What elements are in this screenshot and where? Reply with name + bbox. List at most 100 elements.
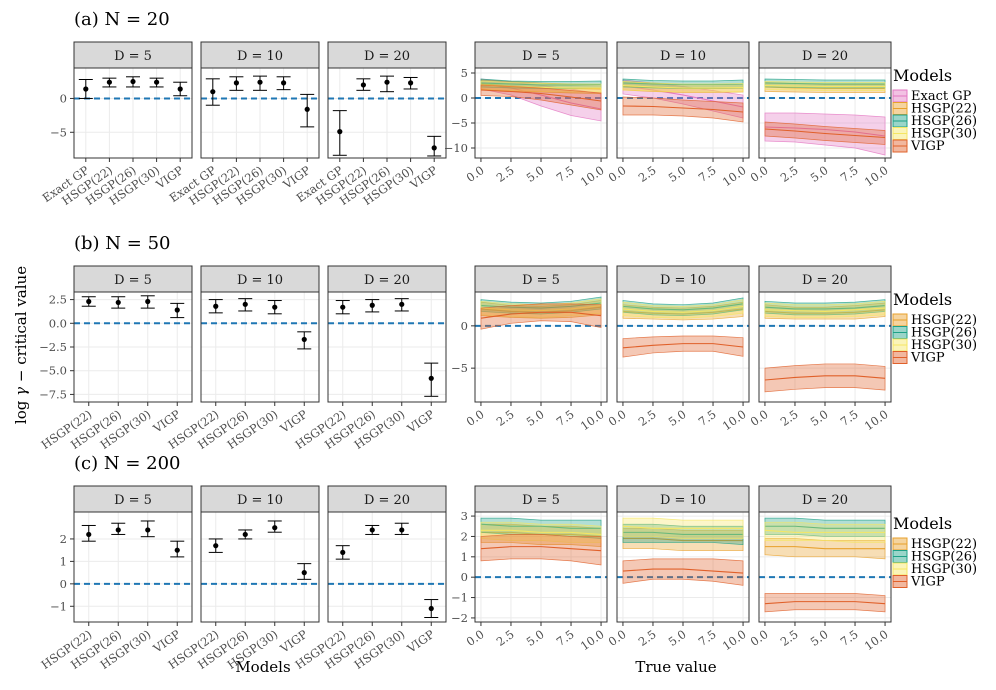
x-tick-label: 2.5 [494, 163, 517, 185]
facet-b-r1-strip [474, 265, 608, 293]
data-point [340, 549, 346, 556]
data-point [301, 570, 307, 576]
y-tick-label: 2 [60, 532, 67, 546]
facet-c-l3-strip [327, 485, 447, 513]
y-tick-label: −10 [444, 141, 468, 155]
x-tick-label: 10.0 [720, 407, 749, 433]
data-point [301, 336, 307, 343]
legend-label: HSGP(26) [911, 550, 977, 565]
x-tick-label: 2.5 [778, 627, 801, 649]
facet-c-l2-border [200, 511, 320, 623]
data-point [340, 304, 346, 310]
facet-a-l1-strip-label: D = 5 [114, 49, 152, 64]
x-tick-label: VIGP [407, 163, 440, 192]
y-tick-label: 2.5 [49, 293, 67, 307]
x-tick-label: 10.0 [720, 627, 749, 653]
legend-label: HSGP(30) [911, 127, 977, 142]
data-point [399, 301, 405, 307]
line-hsgp-30- [764, 307, 886, 313]
line-hsgp-26- [764, 304, 886, 310]
line-hsgp-30- [622, 84, 744, 89]
data-point [431, 145, 437, 151]
y-axis-title-suffix: − critical value [12, 266, 30, 387]
legend-label: HSGP(22) [911, 313, 977, 328]
line-exact-gp [764, 126, 886, 137]
facet-c-l2-strip-label: D = 10 [237, 493, 283, 508]
facet-c-l3-strip-label: D = 20 [364, 493, 410, 508]
data-point [86, 298, 92, 305]
data-point [115, 299, 121, 306]
facet-c-r1-strip [474, 485, 608, 513]
band-hsgp-22- [622, 301, 744, 321]
line-vigp [480, 89, 602, 102]
x-tick-label: 10.0 [578, 163, 607, 189]
row-title-c: (c) N = 200 [74, 453, 180, 474]
y-tick-label: 0 [461, 319, 468, 333]
data-point [360, 82, 366, 88]
legend-label: HSGP(30) [911, 338, 977, 353]
facet-a-r1-strip-label: D = 5 [522, 49, 560, 64]
band-hsgp-30- [622, 299, 744, 319]
x-tick-label: 2.5 [778, 407, 801, 429]
x-tick-label: 10.0 [862, 407, 891, 433]
line-hsgp-22- [764, 546, 886, 550]
y-axis-title-prefix: log [12, 396, 30, 424]
facet-c-l1-border [73, 511, 193, 623]
legend-label: VIGP [910, 575, 945, 590]
line-vigp [480, 546, 602, 552]
y-tick-label: −2 [451, 611, 468, 625]
facet-b-r3-strip [758, 265, 892, 293]
x-tick-label: 5.0 [524, 163, 547, 185]
data-point [399, 527, 405, 533]
data-point [86, 531, 92, 538]
facet-c-l3-border [327, 511, 447, 623]
data-point [257, 79, 263, 85]
facet-c-r3-strip-label: D = 20 [802, 493, 848, 508]
facet-a-l3-strip-label: D = 20 [364, 49, 410, 64]
y-tick-label: 5 [461, 66, 468, 80]
data-point [242, 301, 248, 307]
data-point [428, 605, 434, 612]
facet-b-l2-border [200, 291, 320, 403]
facet-b-l1: D = 5HSGP(22)HSGP(26)HSGP(30)VIGP−7.5−5.… [39, 265, 193, 452]
facet-b-r3-strip-label: D = 20 [802, 273, 848, 288]
line-hsgp-26- [622, 303, 744, 311]
data-point [369, 302, 375, 308]
facet-b-r2: D = 10 0.0 2.5 5.0 7.5 10.0 [606, 265, 750, 433]
facet-a-r3-strip-label: D = 20 [802, 49, 848, 64]
x-tick-label: 0.0 [606, 407, 629, 429]
facet-a-l3-strip [327, 41, 447, 69]
x-tick-label: VIGP [404, 627, 437, 656]
y-tick-label: 3 [461, 509, 468, 523]
band-vigp [764, 363, 886, 393]
y-tick-label: 1 [60, 554, 67, 568]
line-vigp [622, 568, 744, 574]
legend-label: VIGP [910, 139, 945, 154]
facet-a-l2-strip-label: D = 10 [237, 49, 283, 64]
x-tick-label: 7.5 [696, 627, 719, 649]
facet-b-r3-border [758, 291, 892, 403]
facet-c-r2-strip-label: D = 10 [660, 493, 706, 508]
band-vigp [622, 335, 744, 358]
y-tick-label: 0 [461, 91, 468, 105]
facet-c-r2-border [616, 511, 750, 623]
x-tick-label: 5.0 [666, 407, 689, 429]
row-title-a: (a) N = 20 [74, 9, 170, 30]
band-vigp [764, 593, 886, 613]
x-tick-label: 10.0 [578, 407, 607, 433]
line-hsgp-30- [622, 525, 744, 529]
line-hsgp-26- [764, 82, 886, 85]
data-point [281, 80, 287, 86]
x-tick-label: 10.0 [862, 627, 891, 653]
data-point [115, 527, 121, 533]
line-hsgp-30- [480, 529, 602, 535]
y-tick-label: −5 [50, 125, 67, 139]
data-point [106, 79, 112, 85]
x-tick-label: 0.0 [748, 163, 771, 185]
facet-b-r1-strip-label: D = 5 [522, 273, 560, 288]
x-tick-label: 5.0 [808, 407, 831, 429]
